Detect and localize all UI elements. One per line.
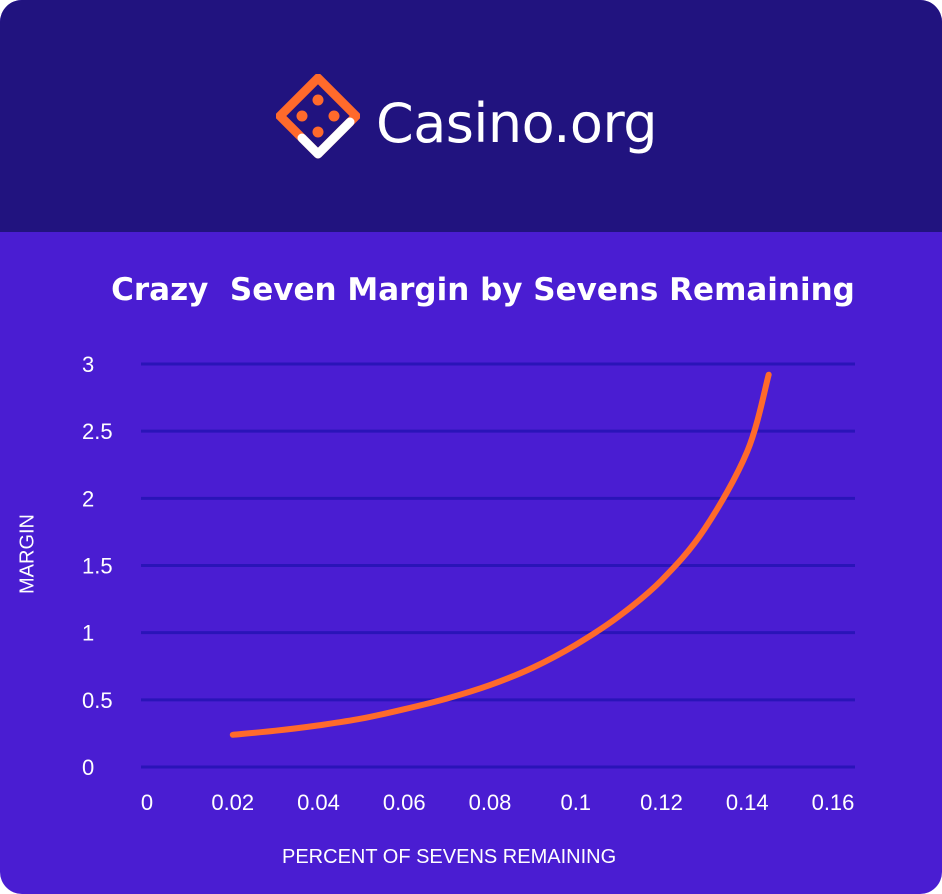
x-tick-label: 0.02 — [211, 790, 254, 815]
x-tick-labels: 0 0.02 0.04 0.06 0.08 0.1 0.12 0.14 0.16 — [141, 790, 855, 815]
y-tick-label: 3 — [82, 352, 94, 377]
y-tick-label: 0 — [82, 755, 94, 780]
y-tick-label: 2 — [82, 486, 94, 511]
x-tick-label: 0 — [141, 790, 153, 815]
gridlines — [141, 362, 855, 769]
y-tick-labels: 0 0.5 1 1.5 2 2.5 3 — [82, 352, 113, 780]
y-tick-label: 2.5 — [82, 419, 113, 444]
x-tick-label: 0.08 — [469, 790, 512, 815]
brand-name: Casino.org — [376, 92, 657, 155]
series-line — [229, 371, 772, 738]
x-tick-label: 0.16 — [812, 790, 855, 815]
x-tick-label: 0.04 — [297, 790, 340, 815]
x-tick-label: 0.12 — [640, 790, 683, 815]
chart-title: Crazy Seven Margin by Sevens Remaining — [111, 272, 855, 308]
y-tick-label: 0.5 — [82, 688, 113, 713]
x-tick-label: 0.06 — [383, 790, 426, 815]
x-tick-label: 0.14 — [726, 790, 769, 815]
y-tick-label: 1 — [82, 621, 94, 646]
header-banner: Casino.org — [0, 0, 942, 232]
dice-diamond-icon — [276, 74, 360, 159]
y-tick-label: 1.5 — [82, 554, 113, 579]
x-tick-label: 0.1 — [560, 790, 591, 815]
series-group — [229, 371, 772, 738]
x-axis-label: PERCENT OF SEVENS REMAINING — [282, 846, 617, 868]
